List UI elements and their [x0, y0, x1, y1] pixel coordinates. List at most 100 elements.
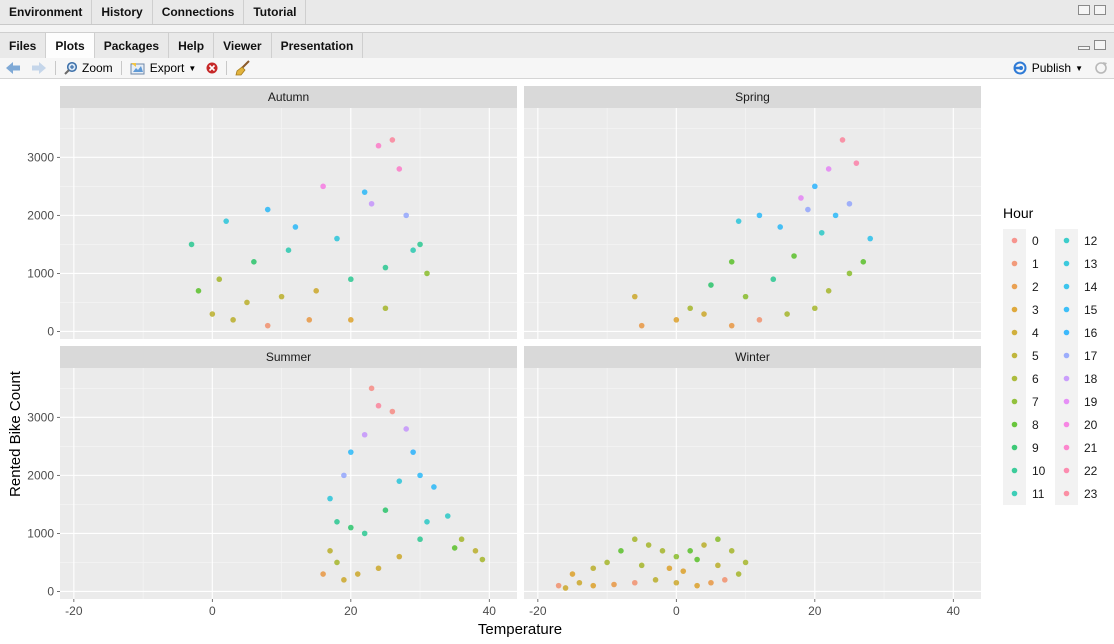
facet-strip	[60, 86, 517, 108]
data-point	[188, 241, 195, 248]
data-point	[652, 577, 659, 583]
tab-files[interactable]: Files	[0, 33, 47, 58]
x-tick-label: 20	[808, 604, 822, 618]
legend-key-point	[1011, 467, 1018, 474]
legend-label: 8	[1032, 418, 1039, 432]
x-tick-label: -20	[529, 604, 547, 618]
maximize-icon[interactable]	[1094, 40, 1106, 50]
data-point	[805, 206, 811, 213]
back-button[interactable]	[0, 58, 26, 78]
tab-environment[interactable]: Environment	[0, 0, 93, 24]
legend-key-point	[1011, 375, 1018, 382]
legend-key-point	[1011, 444, 1018, 451]
data-point	[777, 224, 783, 230]
tab-history[interactable]: History	[92, 0, 153, 24]
data-point	[375, 565, 382, 572]
top-window-controls	[1078, 5, 1106, 15]
pane-window-controls	[1078, 40, 1106, 50]
faceted-scatter-plot: Autumn0100020003000SpringSummer010002000…	[7, 86, 1098, 638]
data-point	[479, 556, 486, 563]
export-button[interactable]: Export ▼	[125, 58, 202, 78]
tab-presentation[interactable]: Presentation	[272, 33, 364, 58]
data-point	[798, 195, 804, 201]
toolbar-separator	[55, 61, 56, 75]
legend-key-point	[1011, 237, 1018, 244]
legend-label: 22	[1084, 464, 1098, 478]
data-point	[860, 259, 867, 265]
legend-label: 3	[1032, 303, 1039, 317]
y-tick-label: 0	[47, 324, 54, 338]
facet-strip-label: Autumn	[268, 90, 309, 104]
legend-key-point	[1011, 490, 1018, 497]
tab-plots[interactable]: Plots	[46, 33, 95, 58]
pane-splitter[interactable]	[0, 25, 1114, 32]
export-icon	[130, 62, 145, 74]
legend-key-point	[1011, 398, 1018, 405]
x-tick-label: -20	[65, 604, 83, 618]
data-point	[645, 542, 652, 548]
legend-key-point	[1011, 306, 1018, 313]
data-point	[341, 472, 347, 479]
tab-connections[interactable]: Connections	[153, 0, 245, 24]
data-point	[348, 449, 354, 455]
legend-label: 18	[1084, 372, 1098, 386]
data-point	[278, 293, 285, 300]
zoom-label: Zoom	[82, 61, 113, 75]
data-point	[735, 218, 742, 224]
y-tick-label: 2000	[27, 468, 54, 482]
legend-label: 20	[1084, 418, 1098, 432]
publish-icon	[1013, 61, 1027, 75]
publish-button[interactable]: Publish ▼	[1007, 58, 1088, 78]
data-point	[292, 224, 299, 230]
legend-key-point	[1063, 398, 1070, 405]
data-point	[590, 565, 597, 572]
data-point	[382, 305, 389, 312]
remove-plot-button[interactable]	[201, 58, 223, 78]
plots-toolbar: Zoom Export ▼ Publish ▼	[0, 58, 1114, 79]
clear-all-plots-button[interactable]	[230, 58, 256, 78]
data-point	[604, 559, 610, 566]
refresh-icon[interactable]	[1094, 61, 1108, 75]
data-point	[451, 545, 458, 551]
data-point	[555, 582, 562, 589]
data-point	[375, 142, 382, 149]
data-point	[209, 311, 216, 317]
zoom-button[interactable]: Zoom	[59, 58, 118, 78]
facet-strip	[524, 346, 981, 368]
legend-label: 7	[1032, 395, 1039, 409]
y-tick-label: 3000	[27, 410, 54, 424]
facet-strip-label: Winter	[735, 350, 770, 364]
toolbar-separator	[226, 61, 228, 75]
facet-strip	[60, 346, 517, 368]
data-point	[306, 317, 313, 323]
data-point	[728, 259, 735, 265]
data-point	[590, 582, 597, 589]
data-point	[569, 571, 576, 577]
legend-label: 15	[1084, 303, 1098, 317]
restore-icon[interactable]	[1078, 5, 1090, 15]
legend-key-point	[1063, 444, 1070, 451]
forward-button[interactable]	[26, 58, 52, 78]
data-point	[320, 571, 326, 577]
data-point	[694, 556, 700, 563]
toolbar-right: Publish ▼	[1007, 58, 1108, 78]
tab-packages[interactable]: Packages	[95, 33, 170, 58]
data-point	[722, 577, 728, 583]
tab-help[interactable]: Help	[169, 33, 215, 58]
data-point	[348, 276, 354, 283]
data-point	[354, 571, 361, 577]
data-point	[368, 385, 375, 392]
legend-label: 23	[1084, 487, 1098, 501]
tab-viewer[interactable]: Viewer	[214, 33, 272, 58]
data-point	[341, 577, 347, 583]
maximize-icon[interactable]	[1094, 5, 1106, 15]
data-point	[195, 288, 202, 294]
tab-tutorial[interactable]: Tutorial	[244, 0, 307, 24]
data-point	[728, 322, 735, 329]
data-point	[825, 288, 832, 294]
x-axis-title: Temperature	[478, 621, 562, 638]
data-point	[680, 568, 687, 574]
data-point	[285, 247, 292, 253]
data-point	[264, 322, 271, 329]
minimize-icon[interactable]	[1078, 46, 1090, 50]
